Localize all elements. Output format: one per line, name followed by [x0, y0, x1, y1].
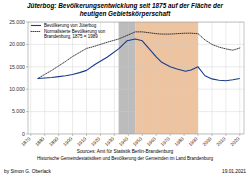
legend-label: Normalisierte Bevölkerung vonBrandenburg… [44, 29, 106, 39]
grid-line-x [156, 22, 157, 134]
grid-line-x [184, 22, 185, 134]
tick-y [26, 22, 28, 23]
tick-y [26, 89, 28, 90]
tick-label-x: 1870 [20, 136, 31, 147]
grid-line-x [142, 22, 143, 134]
tick-x [100, 134, 101, 136]
tick-y [26, 44, 28, 45]
tick-label-x: 1910 [76, 136, 87, 147]
plot-area [28, 22, 244, 134]
tick-x [198, 134, 199, 136]
tick-x [72, 134, 73, 136]
tick-x [225, 134, 226, 136]
tick-x [156, 134, 157, 136]
grid-line-x [198, 22, 199, 134]
grid-line-x [225, 22, 226, 134]
grid-line-x [128, 22, 129, 134]
tick-label-x: 1920 [90, 136, 101, 147]
series-line [38, 39, 240, 81]
tick-label-x: 1940 [118, 136, 129, 147]
annotation: 19.01.2021 [222, 169, 246, 174]
period-span [119, 22, 136, 134]
tick-x [86, 134, 87, 136]
series-line [38, 32, 240, 79]
chart: Jüterbog: Bevölkerungsentwicklung seit 1… [0, 0, 250, 177]
tick-label-y: 25.000 [9, 19, 25, 25]
tick-x [128, 134, 129, 136]
tick-x [44, 134, 45, 136]
plot-frame [28, 22, 244, 134]
tick-x [239, 134, 240, 136]
tick-label-x: 1890 [48, 136, 59, 147]
tick-y [26, 66, 28, 67]
tick-label-y: 5.000 [12, 108, 25, 114]
tick-x [30, 134, 31, 136]
annotation: Historische Gemeindestatistiken und Bevö… [37, 156, 214, 161]
tick-x [58, 134, 59, 136]
tick-x [114, 134, 115, 136]
tick-label-x: 1990 [188, 136, 199, 147]
grid-line-x [170, 22, 171, 134]
annotation: Sources: Amt für Statistik Berlin-Brande… [77, 149, 174, 154]
legend-swatch [31, 25, 41, 26]
tick-x [142, 134, 143, 136]
grid-line-y [28, 89, 244, 90]
tick-label-x: 2000 [202, 136, 213, 147]
tick-x [184, 134, 185, 136]
subtitle: heutigen Gebietskörperschaft [80, 10, 171, 18]
tick-x [170, 134, 171, 136]
tick-label-x: 1950 [132, 136, 143, 147]
tick-label-x: 2020 [229, 136, 240, 147]
legend: Bevölkerung von JüterbogNormalisierte Be… [31, 23, 106, 39]
tick-label-x: 1900 [62, 136, 73, 147]
grid-line-x [100, 22, 101, 134]
tick-label-x: 1930 [104, 136, 115, 147]
tick-label-y: 10.000 [9, 86, 25, 92]
title: Jüterbog: Bevölkerungsentwicklung seit 1… [27, 2, 224, 10]
tick-label-y: 15.000 [9, 64, 25, 70]
tick-label-y: 20.000 [9, 41, 25, 47]
annotation: by Simon G. Oberlack [4, 169, 52, 174]
tick-label-x: 1980 [174, 136, 185, 147]
legend-label-line: Bevölkerung von Jüterbog [44, 23, 97, 28]
tick-y [26, 134, 28, 135]
grid-line-y [28, 66, 244, 67]
period-span [135, 22, 198, 134]
tick-label-y: 0 [22, 131, 25, 137]
grid-line-y [28, 111, 244, 112]
tick-label-x: 1970 [160, 136, 171, 147]
tick-label-x: 1960 [146, 136, 157, 147]
grid-line-x [211, 22, 212, 134]
grid-line-x [30, 22, 31, 134]
legend-swatch [31, 31, 41, 32]
tick-label-x: 2010 [216, 136, 227, 147]
tick-x [211, 134, 212, 136]
legend-label: Bevölkerung von Jüterbog [44, 23, 97, 28]
tick-y [26, 111, 28, 112]
grid-line-x [114, 22, 115, 134]
legend-label-line: Brandenburg, 1875 = 1989 [44, 34, 98, 39]
tick-label-x: 1880 [34, 136, 45, 147]
